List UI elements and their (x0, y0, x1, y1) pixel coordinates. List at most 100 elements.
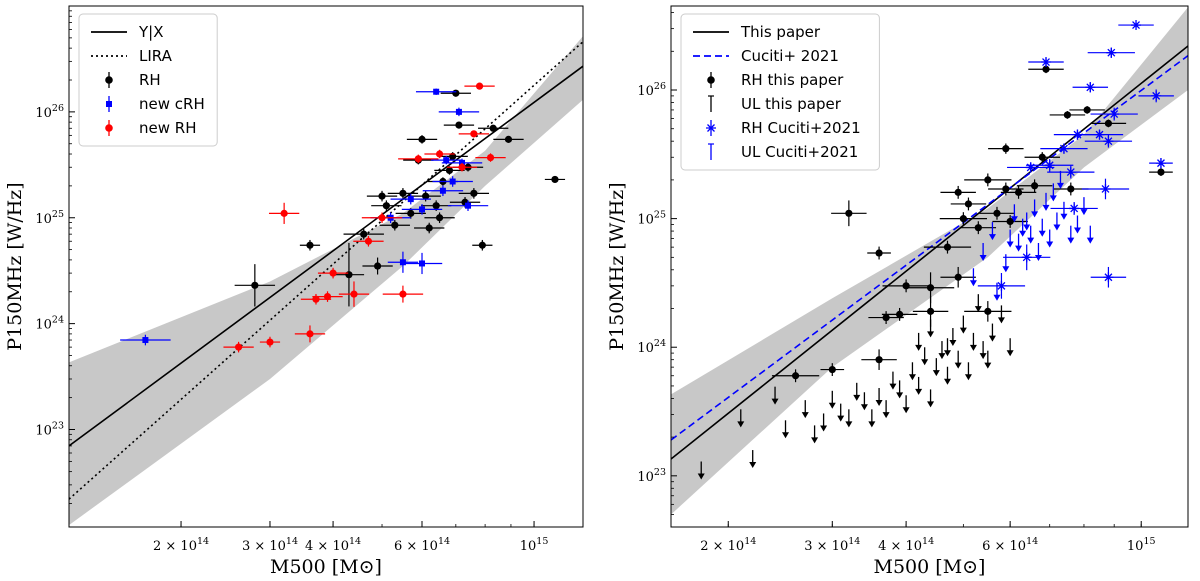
point-ul-cuciti-2021-7 (1015, 233, 1023, 252)
marker-circle (964, 200, 973, 208)
arrow-head (964, 374, 972, 381)
point-ul-this-paper-3 (771, 386, 779, 405)
y-tick-label: 1024 (35, 315, 64, 333)
point-ul-this-paper-4 (782, 420, 790, 439)
marker-circle (312, 295, 320, 303)
x-tick-label: 4 × 1014 (878, 536, 934, 554)
tick-exponent: 14 (349, 536, 361, 547)
point-ul-cuciti-2021-1 (979, 243, 987, 262)
marker-circle (422, 192, 430, 200)
marker-square (433, 88, 440, 95)
marker-circle (896, 310, 904, 318)
marker-square (142, 337, 149, 344)
y-tick-label: 1025 (637, 210, 666, 228)
arrow-head (889, 383, 897, 390)
tick-exponent: 14 (438, 536, 450, 547)
x-tick-label: 1015 (520, 536, 549, 554)
tick-exponent: 14 (197, 536, 209, 547)
point-rh-this-paper-0 (771, 369, 820, 383)
marker-circle (445, 166, 454, 175)
marker-circle (943, 243, 952, 251)
arrow-head (984, 362, 992, 369)
point-rh-this-paper-22 (1000, 185, 1037, 199)
legend-marker (106, 101, 112, 107)
point-rh-cuciti-2021-11 (1090, 266, 1127, 288)
left-x-axis-label: M500 [M⊙] (270, 556, 382, 578)
marker-star (1103, 272, 1114, 283)
legend-label: UL this paper (741, 95, 842, 113)
arrow-head (1006, 241, 1014, 248)
point-ul-cuciti-2021-19 (1073, 215, 1081, 234)
marker-circle (974, 224, 982, 232)
point-ul-this-paper-28 (959, 315, 967, 334)
marker-circle (280, 209, 288, 217)
point-ul-this-paper-8 (828, 390, 836, 409)
point-rh-cuciti-2021-9 (1075, 129, 1124, 140)
arrow-head (932, 370, 940, 377)
point-ul-this-paper-29 (969, 332, 977, 351)
arrow-head (927, 331, 935, 338)
left-fit-lines (69, 41, 583, 500)
point-rh-26 (424, 212, 455, 224)
marker-circle (504, 135, 513, 143)
point-rh-21 (472, 239, 493, 251)
right-legend: This paper Cuciti+ 2021 RH this paper UL th… (680, 13, 880, 171)
marker-circle (382, 202, 390, 210)
marker-circle (959, 215, 967, 223)
fit-line-cuciti-2021 (671, 55, 1188, 441)
point-rh-4 (362, 257, 393, 275)
marker-circle (234, 343, 243, 351)
marker-star (1041, 57, 1052, 68)
point-ul-cuciti-2021-3 (993, 282, 1001, 301)
point-ul-this-paper-5 (801, 400, 809, 419)
arrow-head (1067, 237, 1075, 244)
fit-line-y-x (69, 65, 583, 447)
legend-label: RH Cuciti+2021 (741, 119, 861, 137)
point-rh-this-paper-23 (1016, 179, 1053, 193)
arrow-head (974, 306, 982, 313)
point-rh-18 (443, 121, 475, 129)
point-ul-this-paper-23 (932, 358, 940, 377)
point-ul-cuciti-2021-8 (1019, 218, 1027, 237)
x-tick-label: 3 × 1014 (242, 536, 298, 554)
point-rh-cuciti-2021-4 (1026, 158, 1074, 172)
tick-exponent: 24 (654, 338, 666, 349)
arrow-head (993, 294, 1001, 301)
marker-star (1100, 183, 1111, 194)
legend-label: LIRA (139, 47, 173, 65)
arrow-head (697, 473, 705, 480)
marker-circle (455, 121, 463, 129)
arrow-head (1049, 195, 1057, 202)
tick-exponent: 25 (654, 210, 666, 221)
arrow-head (896, 392, 904, 399)
point-rh-8 (387, 188, 419, 199)
arrow-head (1053, 224, 1061, 231)
left-ticks: 2 × 1014 3 × 1014 4 × 1014 6 × 1014 1015 1023… (35, 10, 549, 554)
marker-circle (1006, 217, 1014, 226)
legend-label: Cuciti+ 2021 (741, 47, 839, 65)
point-ul-this-paper-39 (1006, 338, 1014, 357)
arrow-head (988, 335, 996, 342)
left-y-axis-label: P150MHz [W/Hz] (4, 182, 26, 350)
left-confidence-band (69, 36, 583, 526)
arrow-head (882, 412, 890, 419)
point-ul-cuciti-2021-12 (1034, 243, 1042, 262)
left-data-points (120, 82, 566, 353)
arrow-head (959, 327, 967, 334)
marker-square (443, 157, 450, 164)
marker-circle (1104, 119, 1113, 127)
arrow-head (1038, 230, 1046, 237)
point-ul-cuciti-2021-14 (1042, 192, 1050, 211)
point-ul-cuciti-2021-6 (1010, 204, 1018, 223)
point-rh-20 (458, 188, 490, 199)
tick-exponent: 15 (1143, 536, 1155, 547)
tick-exponent: 25 (52, 209, 64, 220)
point-ul-this-paper-33 (915, 332, 923, 351)
point-rh-this-paper-17 (964, 301, 1012, 322)
marker-circle (993, 209, 1001, 217)
point-rh-this-paper-26 (1049, 111, 1086, 119)
marker-circle (418, 135, 426, 143)
y-tick-label: 1025 (35, 209, 64, 227)
point-ul-this-paper-26 (949, 328, 957, 347)
point-new-crh-6 (422, 185, 464, 197)
